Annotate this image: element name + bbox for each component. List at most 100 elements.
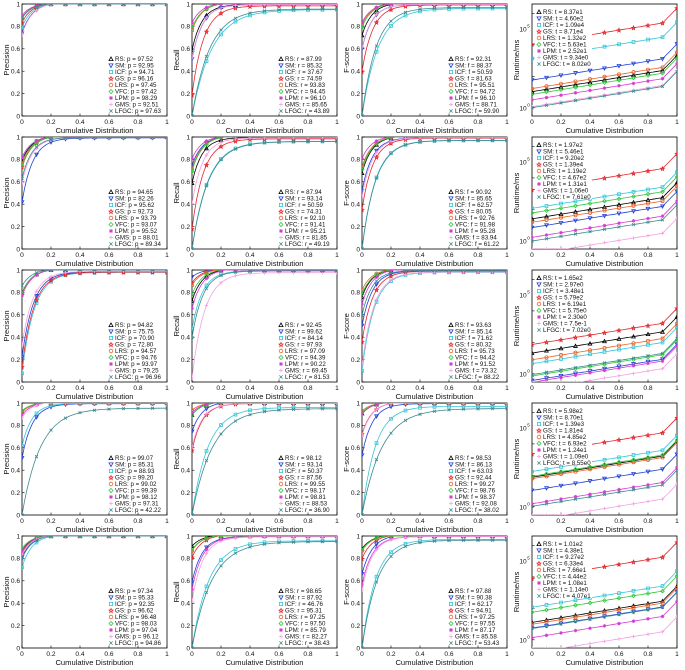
- y-tick-label: 0.8: [11, 556, 20, 563]
- data-point-lfgc: [544, 624, 549, 628]
- legend-entry-lrs: LRS: p = 97.45: [115, 82, 157, 89]
- data-point-gms: [92, 403, 97, 405]
- data-point-icf: [403, 541, 408, 546]
- cross-icon: [279, 109, 283, 113]
- star-icon: [278, 474, 284, 481]
- x-axis-label: Cumulative Distribution: [395, 525, 473, 534]
- data-point-lrs: [645, 603, 651, 608]
- data-point-vfc: [616, 459, 622, 465]
- x-tick-label: 0.8: [133, 518, 142, 525]
- data-point-vfc: [22, 408, 25, 414]
- data-point-sm: [587, 68, 593, 74]
- data-point-lrs: [660, 455, 665, 460]
- data-point-lpm: [544, 233, 549, 237]
- data-point-lfgc: [476, 407, 480, 411]
- data-point-icf: [573, 199, 578, 204]
- y-tick-label: 0: [356, 113, 360, 120]
- y-axis-label: Runtime/ms: [512, 173, 521, 214]
- y-tick-label: 0.2: [351, 623, 360, 630]
- x-tick-label: 0.4: [415, 385, 424, 392]
- diamond-icon: [536, 573, 542, 580]
- legend-entry-lfgc: LFGC: p = 94.86: [115, 640, 161, 647]
- data-point-lfgc: [63, 416, 68, 420]
- asterisk-icon: [449, 362, 453, 366]
- data-point-gms: [248, 4, 252, 7]
- y-tick-label: 0.2: [181, 357, 190, 364]
- x-tick-label: 0.6: [274, 252, 283, 259]
- data-point-vfc: [616, 595, 622, 601]
- data-point-rs: [616, 336, 622, 341]
- asterisk-icon: [109, 495, 113, 499]
- data-point-rs: [674, 180, 677, 185]
- asterisk-icon: [109, 628, 113, 632]
- x-axis-label: Cumulative Distribution: [565, 525, 643, 534]
- data-point-icf: [248, 408, 252, 413]
- legend-entry-sm: SM: r = 99.62: [285, 329, 323, 336]
- y-axis-label: Precision: [2, 177, 11, 208]
- square-icon: [448, 70, 453, 75]
- legend-entry-gs: GS: f = 94.91: [455, 608, 492, 615]
- plus-icon: [279, 102, 283, 107]
- x-tick-label: 0.2: [556, 252, 565, 259]
- legend-entry-rs: RS: r = 92.45: [285, 322, 322, 329]
- data-point-icf: [262, 406, 267, 411]
- data-point-gms: [631, 502, 636, 506]
- circle-icon: [278, 481, 284, 487]
- series-group: [362, 536, 507, 648]
- data-point-gms: [291, 403, 296, 406]
- data-point-icf: [602, 457, 607, 462]
- y-tick-label: 10: [519, 426, 527, 433]
- y-tick-label: 0.8: [351, 423, 360, 430]
- data-point-lfgc: [461, 138, 466, 143]
- data-point-icf: [374, 441, 379, 445]
- star-icon: [278, 75, 284, 82]
- data-point-lfgc: [447, 408, 451, 412]
- data-point-lfgc: [92, 270, 97, 272]
- x-axis-label: Cumulative Distribution: [55, 525, 133, 534]
- legend-entry-lpm: LPM: f = 91.52: [455, 361, 496, 368]
- legend-entry-gs: GS: p = 72.80: [115, 342, 154, 349]
- triangle-up-icon: [448, 189, 454, 194]
- x-tick-label: 0.4: [415, 651, 424, 658]
- series-line-lrs: [532, 323, 677, 361]
- x-tick-label: 0.8: [643, 651, 652, 658]
- asterisk-icon: [279, 96, 283, 100]
- circle-icon: [278, 215, 284, 221]
- data-point-gms: [262, 271, 267, 275]
- data-point-gs: [48, 277, 54, 284]
- x-tick-label: 0.8: [133, 119, 142, 126]
- legend-entry-vfc: VFC: f = 94.42: [455, 355, 496, 362]
- legend-entry-lrs: LRS: r = 99.55: [285, 481, 326, 488]
- x-tick-label: 0: [360, 651, 364, 658]
- data-point-icf: [219, 558, 223, 563]
- data-point-rs: [602, 608, 607, 613]
- legend-box: [277, 586, 334, 645]
- x-tick-label: 0: [190, 385, 194, 392]
- x-tick-label: 0.4: [585, 651, 594, 658]
- star-icon: [108, 474, 114, 481]
- asterisk-icon: [537, 49, 541, 53]
- series-group: [192, 4, 337, 116]
- x-tick-label: 0: [360, 518, 364, 525]
- legend-box: [447, 453, 504, 512]
- y-tick-label: 0: [356, 512, 360, 519]
- data-point-gms: [675, 615, 677, 619]
- legend-entry-sm: SM: r = 85.32: [285, 63, 323, 70]
- data-point-lfgc: [362, 513, 364, 515]
- data-point-vfc: [532, 210, 535, 216]
- data-point-lfgc: [544, 370, 549, 374]
- data-point-gms: [573, 245, 578, 249]
- data-point-gms: [544, 513, 549, 515]
- data-point-gs: [192, 226, 195, 232]
- data-point-lpm: [204, 403, 209, 407]
- y-tick-label: 10: [519, 504, 527, 511]
- x-axis-label: Cumulative Distribution: [395, 259, 473, 268]
- data-point-gms: [374, 407, 379, 412]
- data-point-lfgc: [34, 145, 39, 149]
- data-point-icf: [660, 340, 665, 345]
- y-tick-exponent: 0: [527, 235, 530, 240]
- data-point-gms: [233, 403, 238, 406]
- square-icon: [278, 202, 283, 207]
